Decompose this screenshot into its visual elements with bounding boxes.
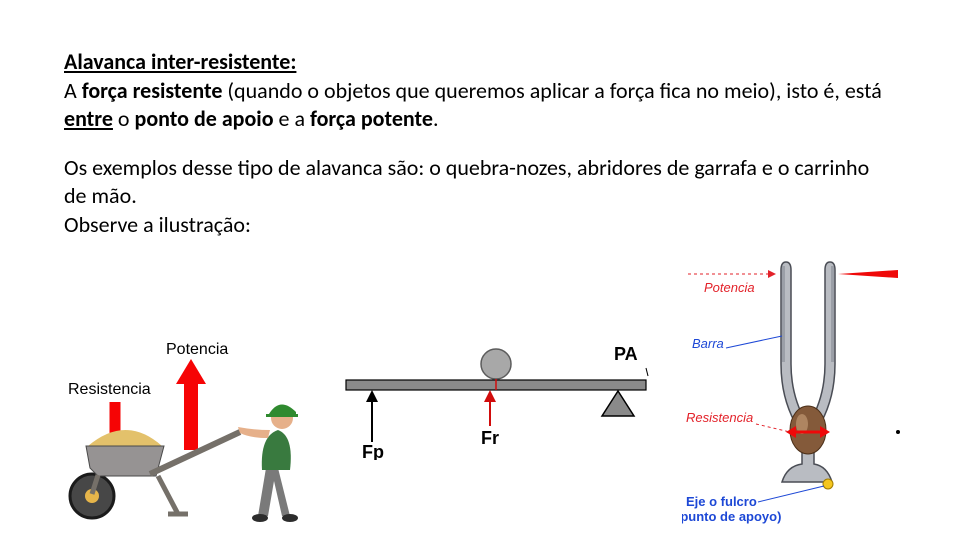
p1-a: A <box>64 77 82 104</box>
wb-potencia-arrow <box>176 359 206 450</box>
diagrams-row: Potencia Resistencia <box>60 308 900 538</box>
p1-f: ponto de apoio <box>135 105 274 132</box>
p1-h: força potente <box>310 105 433 132</box>
nc-label-resistencia: Resistencia <box>686 410 753 425</box>
nc-bullet-icon <box>896 430 900 434</box>
lever-diagram: Fp Fr PA <box>326 330 666 460</box>
examples-paragraph: Os exemplos desse tipo de alavanca são: … <box>64 154 896 209</box>
p1-e: o <box>113 105 135 132</box>
lever-fr-arrow <box>484 390 496 426</box>
p1-c: (quando o objetos que queremos aplicar a… <box>222 77 881 104</box>
nc-label-barra: Barra <box>692 336 724 351</box>
observe-paragraph: Observe a ilustração: <box>64 211 896 239</box>
definition-paragraph: A força resistente (quando o objetos que… <box>64 77 896 132</box>
nc-fulcro-dot-icon <box>823 479 833 489</box>
lever-label-pa: PA <box>614 344 638 364</box>
lever-fp-arrow <box>366 390 378 442</box>
lever-label-fr: Fr <box>481 428 499 448</box>
wb-worker-icon <box>238 404 298 522</box>
wb-wheel-icon <box>70 474 114 518</box>
nc-label-potencia: Potencia <box>704 280 755 295</box>
wheelbarrow-diagram: Potencia Resistencia <box>68 326 324 526</box>
wb-bucket-icon <box>86 430 164 476</box>
p1-d: entre <box>64 105 113 132</box>
page-title: Alavanca inter-resistente: <box>64 48 896 75</box>
lever-label-fp: Fp <box>362 442 384 460</box>
wb-label-potencia: Potencia <box>166 341 228 358</box>
nc-label-fulcro-1: Eje o fulcro <box>686 494 757 509</box>
nc-potencia-arrow-right <box>838 270 898 278</box>
p1-i: . <box>433 105 439 132</box>
nc-label-fulcro-2: (punto de apoyo) <box>682 509 781 524</box>
p1-g: e a <box>274 105 310 132</box>
p1-b: força resistente <box>82 77 223 104</box>
lever-ball-icon <box>481 349 511 379</box>
wb-label-resistencia: Resistencia <box>68 381 151 398</box>
nutcracker-diagram: Potencia Barra Resistencia Eje o fulcro … <box>682 256 904 526</box>
lever-fulcrum-icon <box>602 391 634 416</box>
